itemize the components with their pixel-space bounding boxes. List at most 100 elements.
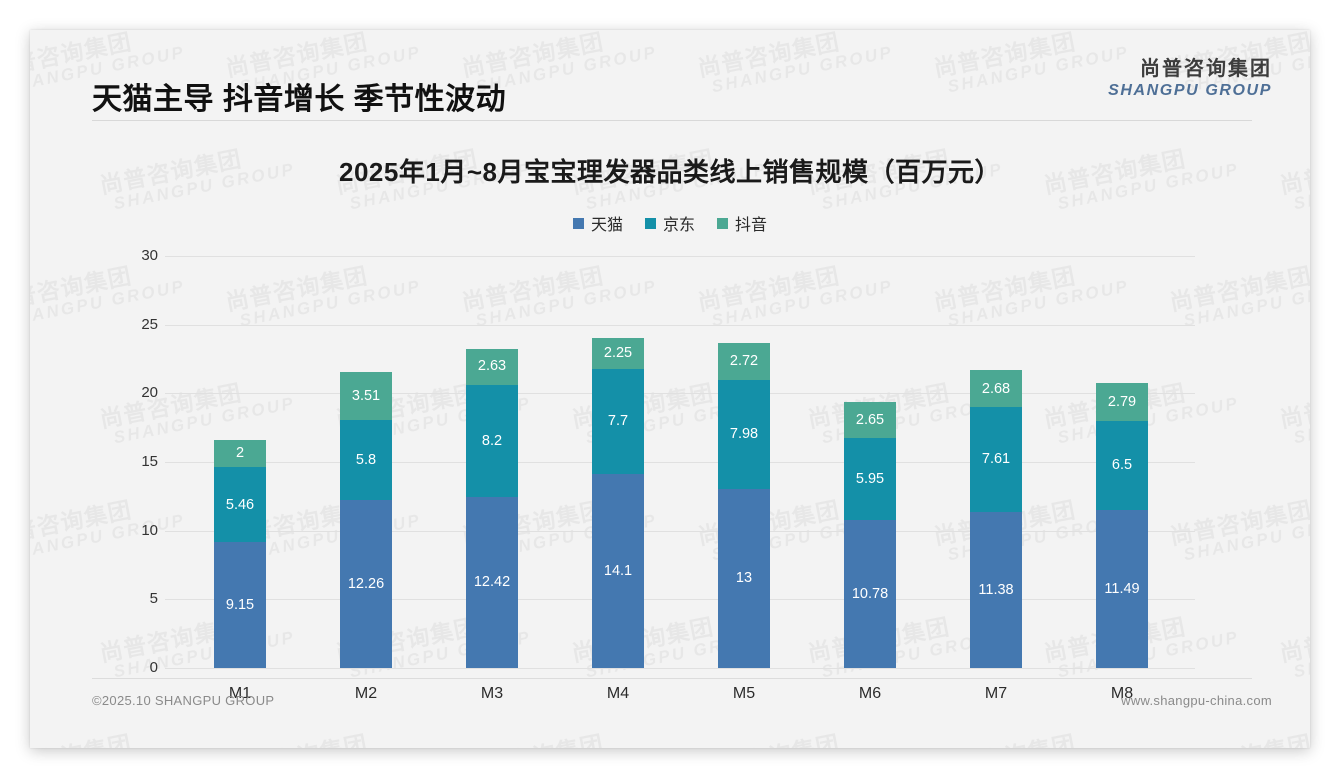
bar-group-M8[interactable]: 11.49 6.5 2.79 <box>1096 30 1148 668</box>
brand-name-en: SHANGPU GROUP <box>1108 81 1272 99</box>
legend-swatch-icon <box>572 217 584 229</box>
x-axis-tick-label-M7: M7 <box>984 685 1008 702</box>
gridline <box>165 462 1195 463</box>
bar-segment-天猫-M8[interactable]: 11.49 <box>1096 510 1148 668</box>
bar-value-label: 12.42 <box>473 574 511 591</box>
y-axis-tick-label: 10 <box>141 521 158 539</box>
slide-header: 天猫主导 抖音增长 季节性波动 尚普咨询集团 SHANGPU GROUP <box>30 30 1310 122</box>
bar-segment-京东-M8[interactable]: 6.5 <box>1096 420 1148 511</box>
bar-segment-抖音-M2[interactable]: 3.51 <box>340 371 392 420</box>
bar-value-label: 7.61 <box>981 451 1011 468</box>
bar-value-label: 2.65 <box>855 411 885 428</box>
bar-segment-抖音-M6[interactable]: 2.65 <box>844 401 896 439</box>
bar-value-label: 6.5 <box>1111 457 1133 474</box>
slide-footer: ©2025.10 SHANGPU GROUP www.shangpu-china… <box>30 685 1310 725</box>
y-axis-tick-label: 20 <box>141 384 158 402</box>
bar-value-label: 2 <box>235 445 245 462</box>
bar-value-label: 2.68 <box>981 380 1011 397</box>
legend-swatch-icon <box>717 217 728 229</box>
gridline <box>165 668 1195 669</box>
bar-value-label: 14.1 <box>603 562 633 579</box>
bar-value-label: 5.95 <box>855 470 885 487</box>
bar-value-label: 7.7 <box>607 413 629 430</box>
header-divider <box>92 120 1252 121</box>
bar-segment-京东-M2[interactable]: 5.8 <box>340 419 392 500</box>
gridline <box>165 599 1195 601</box>
x-axis-tick-label-M4: M4 <box>606 685 630 702</box>
bar-group-M5[interactable]: 13 7.98 2.72 <box>718 30 770 668</box>
bar-value-label: 2.79 <box>1107 393 1137 410</box>
bar-value-label: 2.72 <box>729 352 759 369</box>
bar-value-label: 8.2 <box>481 432 503 449</box>
chart-legend: 天猫 京东 抖音 <box>30 211 1310 235</box>
legend-label: 天猫 <box>590 217 623 234</box>
bar-value-label: 7.98 <box>729 426 759 443</box>
bar-segment-京东-M3[interactable]: 8.2 <box>466 384 518 498</box>
bar-value-label: 3.51 <box>351 387 381 404</box>
bar-segment-天猫-M2[interactable]: 12.26 <box>340 499 392 668</box>
x-axis-tick-label-M1: M1 <box>228 685 252 702</box>
bar-value-label: 11.49 <box>1104 580 1140 597</box>
bar-segment-抖音-M3[interactable]: 2.63 <box>466 348 518 385</box>
bar-group-M1[interactable]: 9.15 5.46 2 <box>214 30 266 668</box>
gridline <box>165 530 1195 532</box>
brand-logo: 尚普咨询集团 SHANGPU GROUP <box>1108 58 1272 100</box>
legend-item-抖音[interactable]: 抖音 <box>717 211 767 235</box>
bar-segment-天猫-M1[interactable]: 9.15 <box>214 542 266 668</box>
bar-value-label: 9.15 <box>225 596 255 613</box>
bar-value-label: 2.25 <box>603 344 633 361</box>
bar-segment-京东-M6[interactable]: 5.95 <box>844 438 896 520</box>
bar-group-M7[interactable]: 11.38 7.61 2.68 <box>970 30 1022 668</box>
bar-group-M2[interactable]: 12.26 5.8 3.51 <box>340 30 392 668</box>
x-axis-tick-label-M6: M6 <box>858 685 882 702</box>
page-title: 天猫主导 抖音增长 季节性波动 <box>92 83 507 116</box>
bar-segment-抖音-M1[interactable]: 2 <box>214 439 266 468</box>
x-axis-tick-label-M8: M8 <box>1110 685 1134 702</box>
legend-label: 京东 <box>662 217 695 234</box>
bar-segment-京东-M5[interactable]: 7.98 <box>718 379 770 490</box>
chart-plot-area: 0 5 10 15 20 25 30 9.15 5.46 2 M1 12.26 5.8 3.51 M2 12.… <box>30 30 1310 748</box>
bar-segment-天猫-M5[interactable]: 13 <box>718 489 770 668</box>
bar-group-M3[interactable]: 12.42 8.2 2.63 <box>466 30 518 668</box>
bar-segment-天猫-M6[interactable]: 10.78 <box>844 519 896 668</box>
gridline <box>165 256 1195 257</box>
bar-segment-抖音-M7[interactable]: 2.68 <box>970 370 1022 408</box>
brand-name-cn: 尚普咨询集团 <box>1140 58 1272 80</box>
y-axis-tick-label: 25 <box>141 315 158 333</box>
y-axis-tick-label: 30 <box>141 247 158 264</box>
bar-value-label: 10.78 <box>851 585 889 602</box>
x-axis-tick-label-M2: M2 <box>354 685 378 702</box>
x-axis-tick-label-M3: M3 <box>480 685 504 702</box>
y-axis-tick-label: 0 <box>149 659 158 676</box>
bar-value-label: 2.63 <box>477 358 507 375</box>
bar-group-M4[interactable]: 14.1 7.7 2.25 <box>592 30 644 668</box>
bar-value-label: 13 <box>735 570 753 587</box>
footer-divider <box>92 678 1252 679</box>
footer-copyright: ©2025.10 SHANGPU GROUP <box>92 693 275 708</box>
bar-group-M6[interactable]: 10.78 5.95 2.65 <box>844 30 896 668</box>
bar-segment-京东-M4[interactable]: 7.7 <box>592 368 644 475</box>
bar-segment-天猫-M7[interactable]: 11.38 <box>970 511 1022 668</box>
bar-segment-天猫-M4[interactable]: 14.1 <box>592 474 644 668</box>
bar-segment-抖音-M4[interactable]: 2.25 <box>592 337 644 369</box>
y-axis-tick-label: 15 <box>141 453 158 470</box>
bar-value-label: 11.38 <box>978 581 1014 598</box>
legend-item-京东[interactable]: 京东 <box>644 211 695 235</box>
bar-value-label: 5.8 <box>355 451 377 468</box>
bar-value-label: 5.46 <box>225 496 255 513</box>
bar-segment-京东-M7[interactable]: 7.61 <box>970 407 1022 512</box>
bar-segment-京东-M1[interactable]: 5.46 <box>214 467 266 543</box>
bar-value-label: 12.26 <box>347 575 385 592</box>
y-axis-tick-label: 5 <box>149 590 158 608</box>
legend-swatch-icon <box>644 217 656 229</box>
gridline <box>165 324 1195 326</box>
gridline <box>165 393 1195 395</box>
chart-title: 2025年1月~8月宝宝理发器品类线上销售规模（百万元） <box>339 157 1001 187</box>
bar-segment-抖音-M8[interactable]: 2.79 <box>1096 382 1148 421</box>
legend-label: 抖音 <box>735 217 768 234</box>
footer-website: www.shangpu-china.com <box>1121 693 1272 708</box>
legend-item-天猫[interactable]: 天猫 <box>572 211 623 235</box>
bar-segment-抖音-M5[interactable]: 2.72 <box>718 342 770 380</box>
bar-segment-天猫-M3[interactable]: 12.42 <box>466 497 518 668</box>
